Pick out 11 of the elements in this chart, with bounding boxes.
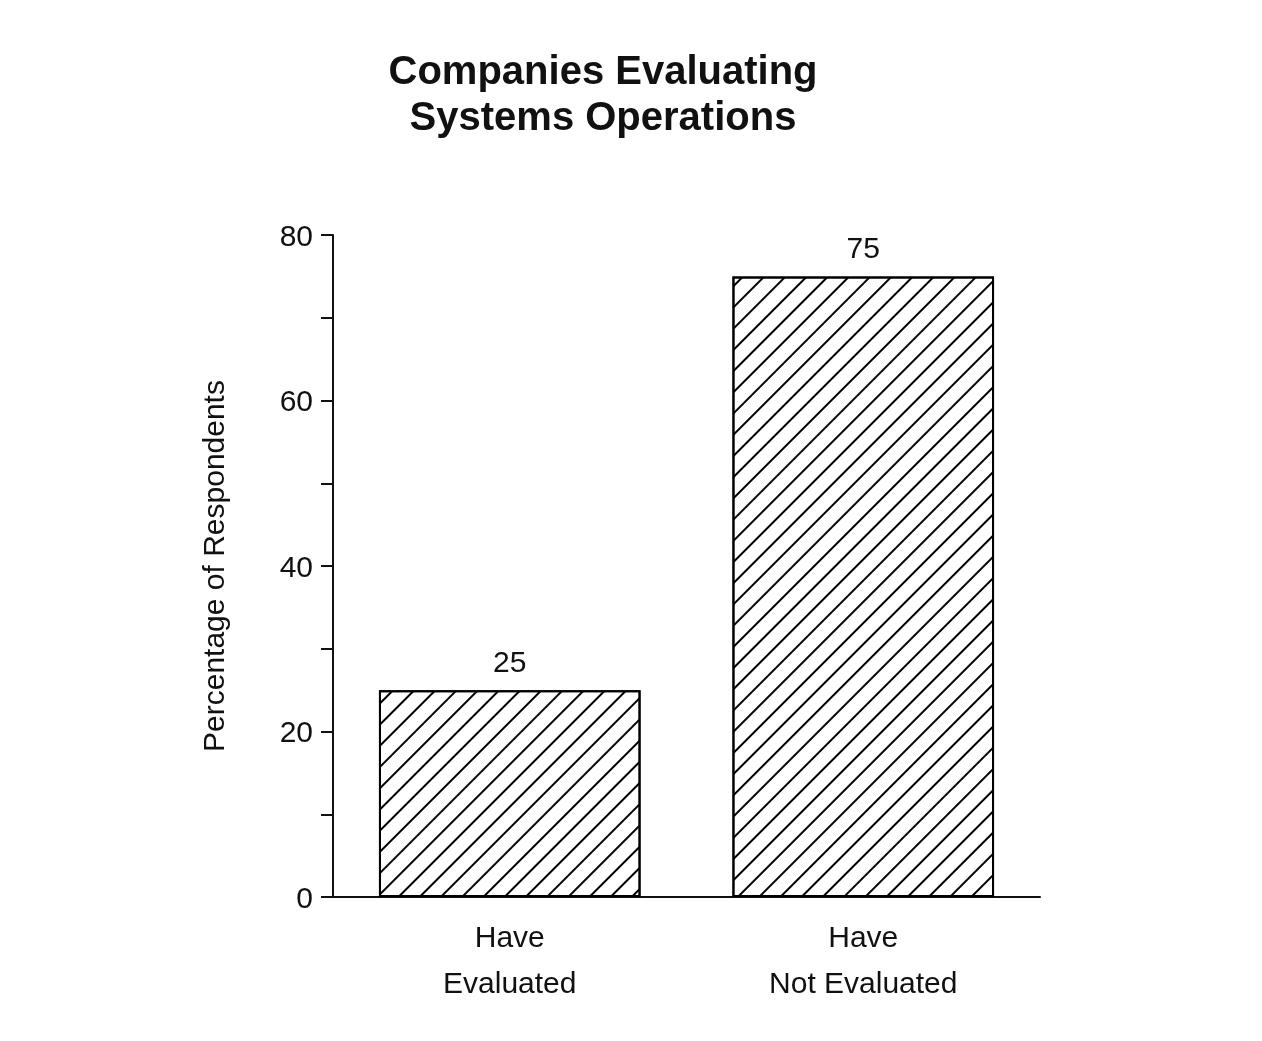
y-axis-title: Percentage of Respondents <box>196 380 230 752</box>
chart-title: Companies Evaluating Systems Operations <box>388 48 818 138</box>
y-tick-label: 60 <box>279 384 313 417</box>
x-tick-label: Have Not Evaluated <box>769 919 958 999</box>
y-tick-label: 0 <box>296 880 313 914</box>
y-tick-label: 40 <box>279 549 313 583</box>
data-label: 75 <box>846 230 880 264</box>
y-tick-label: 80 <box>279 218 313 252</box>
x-tick-label: Have Evaluated <box>443 919 577 999</box>
y-tick-label: 20 <box>279 715 313 748</box>
data-label: 25 <box>493 644 527 678</box>
